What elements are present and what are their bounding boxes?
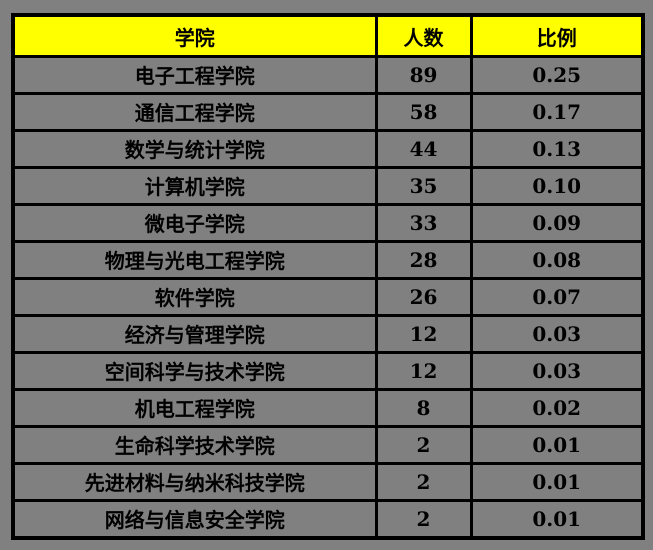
count-cell: 2	[374, 498, 473, 540]
table-row: 软件学院 26 0.07	[11, 276, 645, 317]
table-row: 微电子学院 33 0.09	[11, 202, 645, 243]
table-body: 电子工程学院 89 0.25 通信工程学院 58 0.17 数学与统计学院 44 0.13 计算机…	[11, 55, 645, 540]
count-cell: 35	[374, 165, 473, 206]
ratio-cell: 0.09	[469, 202, 645, 243]
ratio-cell: 0.10	[469, 165, 645, 206]
ratio-cell: 0.01	[469, 498, 645, 540]
ratio-cell: 0.07	[469, 276, 645, 317]
table-row: 通信工程学院 58 0.17	[11, 91, 645, 132]
ratio-cell: 0.25	[469, 55, 645, 95]
header-college: 学院	[11, 13, 378, 58]
header-ratio: 比例	[469, 13, 645, 58]
college-cell: 电子工程学院	[11, 55, 378, 95]
college-cell: 先进材料与纳米科技学院	[11, 461, 378, 502]
college-cell: 机电工程学院	[11, 387, 378, 428]
college-cell: 通信工程学院	[11, 91, 378, 132]
table-header: 学院 人数 比例	[11, 13, 645, 58]
college-cell: 微电子学院	[11, 202, 378, 243]
ratio-cell: 0.03	[469, 313, 645, 354]
college-cell: 生命科学技术学院	[11, 424, 378, 465]
table-row: 先进材料与纳米科技学院 2 0.01	[11, 461, 645, 502]
ratio-cell: 0.17	[469, 91, 645, 132]
college-cell: 软件学院	[11, 276, 378, 317]
count-cell: 58	[374, 91, 473, 132]
count-cell: 33	[374, 202, 473, 243]
college-distribution-table: 学院 人数 比例 电子工程学院 89 0.25 通信工程学院 58 0.17 数学与统计学院…	[11, 13, 645, 540]
count-cell: 2	[374, 461, 473, 502]
header-count: 人数	[374, 13, 473, 58]
count-cell: 26	[374, 276, 473, 317]
count-cell: 12	[374, 313, 473, 354]
table-row: 计算机学院 35 0.10	[11, 165, 645, 206]
table-row: 空间科学与技术学院 12 0.03	[11, 350, 645, 391]
table-row: 物理与光电工程学院 28 0.08	[11, 239, 645, 280]
count-cell: 12	[374, 350, 473, 391]
table-row: 电子工程学院 89 0.25	[11, 55, 645, 95]
ratio-cell: 0.01	[469, 424, 645, 465]
count-cell: 89	[374, 55, 473, 95]
college-cell: 空间科学与技术学院	[11, 350, 378, 391]
ratio-cell: 0.01	[469, 461, 645, 502]
count-cell: 2	[374, 424, 473, 465]
count-cell: 28	[374, 239, 473, 280]
ratio-cell: 0.08	[469, 239, 645, 280]
table-row: 机电工程学院 8 0.02	[11, 387, 645, 428]
table-row: 生命科学技术学院 2 0.01	[11, 424, 645, 465]
college-cell: 数学与统计学院	[11, 128, 378, 169]
table-header-row: 学院 人数 比例	[11, 13, 645, 58]
table-row: 经济与管理学院 12 0.03	[11, 313, 645, 354]
ratio-cell: 0.13	[469, 128, 645, 169]
count-cell: 44	[374, 128, 473, 169]
table-row: 网络与信息安全学院 2 0.01	[11, 498, 645, 540]
ratio-cell: 0.03	[469, 350, 645, 391]
college-cell: 网络与信息安全学院	[11, 498, 378, 540]
college-cell: 经济与管理学院	[11, 313, 378, 354]
count-cell: 8	[374, 387, 473, 428]
ratio-cell: 0.02	[469, 387, 645, 428]
table-row: 数学与统计学院 44 0.13	[11, 128, 645, 169]
college-cell: 物理与光电工程学院	[11, 239, 378, 280]
college-cell: 计算机学院	[11, 165, 378, 206]
